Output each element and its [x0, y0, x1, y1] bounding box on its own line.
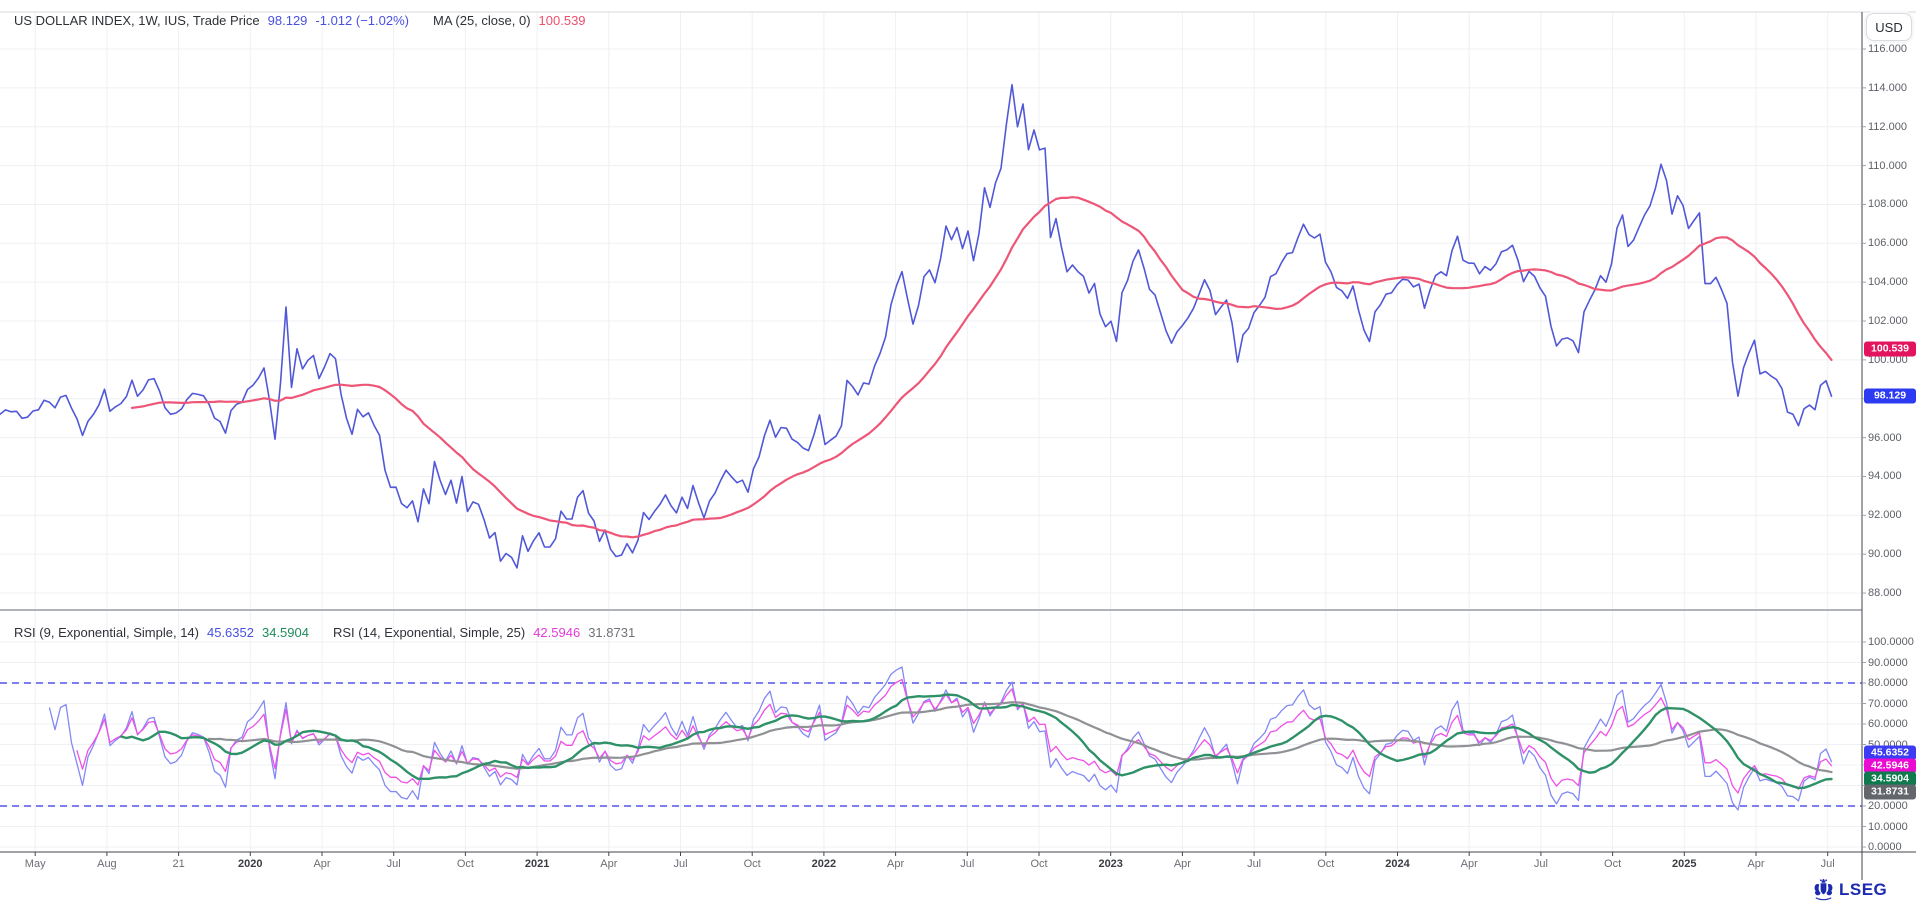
rsi-axis-label: 90.0000 [1868, 656, 1908, 669]
time-axis-label: Jul [960, 858, 975, 870]
rsi9-line [48, 666, 1833, 811]
time-axis-year-label: 2022 [811, 858, 837, 870]
price-axis-label: 92.000 [1868, 509, 1902, 522]
last-price-badge: 98.129 [1864, 388, 1916, 404]
price-axis-label: 114.000 [1868, 81, 1907, 94]
time-axis-label: Oct [1604, 858, 1622, 870]
price-change-value: -1.012 (−1.02%) [315, 13, 409, 28]
price-axis-label: 112.000 [1868, 120, 1907, 133]
time-axis-year-label: 2021 [524, 858, 550, 870]
rsi-axis-label: 70.0000 [1868, 697, 1908, 710]
time-axis-label: Oct [743, 858, 761, 870]
price-axis-label: 102.000 [1868, 315, 1908, 328]
currency-button[interactable]: USD [1866, 13, 1912, 41]
rsi-slow-value: 42.5946 [533, 625, 581, 640]
rsi14-line [76, 678, 1833, 794]
time-axis-label: Jul [1820, 858, 1835, 870]
rsi-axis-label: 100.0000 [1868, 636, 1914, 648]
rsi-fast-badge: 45.6352 [1864, 745, 1916, 761]
symbol-title: US DOLLAR INDEX, 1W, IUS, Trade Price [14, 13, 260, 28]
rsi-axis-label: 10.0000 [1868, 820, 1908, 833]
time-axis-label: Apr [600, 858, 618, 870]
time-axis-label: Apr [313, 858, 331, 870]
time-axis-label: Apr [1747, 858, 1765, 870]
time-axis-label: Oct [456, 858, 474, 870]
lseg-crest-icon [1814, 878, 1833, 901]
price-axis-label: 106.000 [1868, 237, 1908, 250]
price-axis-label: 108.000 [1868, 198, 1908, 211]
rsi14-signal-line [207, 701, 1833, 774]
price-axis-label: 90.000 [1868, 548, 1902, 561]
time-axis-label: Oct [1317, 858, 1335, 870]
last-price-value: 98.129 [267, 13, 308, 28]
ma-legend-value: 100.539 [538, 13, 586, 28]
time-axis-label: Jul [386, 858, 401, 870]
rsi9-signal-line [119, 693, 1833, 790]
price-axis-label: 96.000 [1868, 431, 1902, 444]
rsi-axis-label: 80.0000 [1868, 677, 1908, 689]
ma-legend-label: MA (25, close, 0) [433, 13, 531, 28]
rsi-axis-label: 60.0000 [1868, 718, 1908, 730]
time-axis-label: Oct [1030, 858, 1048, 870]
rsi-fast-value: 45.6352 [206, 625, 254, 640]
trade-price-line [0, 83, 1833, 569]
time-axis-label: Jul [1533, 858, 1548, 870]
rsi-fast-label: RSI (9, Exponential, Simple, 14) [14, 625, 199, 640]
price-legend[interactable]: US DOLLAR INDEX, 1W, IUS, Trade Price 98… [14, 13, 586, 28]
rsi-fast-signal-badge: 34.5904 [1864, 771, 1916, 787]
price-axis-label: 116.000 [1868, 43, 1907, 55]
time-axis-label: Aug [97, 858, 117, 870]
rsi-legend[interactable]: RSI (9, Exponential, Simple, 14) 45.6352… [14, 625, 635, 640]
time-axis-year-label: 2025 [1672, 858, 1697, 870]
price-axis-label: 94.000 [1868, 470, 1902, 483]
price-axis-label: 88.000 [1868, 587, 1902, 600]
time-axis-year-label: 2020 [238, 858, 263, 870]
price-axis-label: 104.000 [1868, 276, 1908, 289]
time-axis-label: 21 [172, 858, 185, 870]
lseg-logo: LSEG [1812, 878, 1887, 902]
time-axis-year-label: 2023 [1098, 858, 1123, 870]
rsi-slow-label: RSI (14, Exponential, Simple, 25) [332, 625, 526, 640]
rsi-axis-label: 20.0000 [1868, 800, 1908, 812]
ma-price-badge: 100.539 [1864, 341, 1916, 357]
rsi-slow-signal-value: 31.8731 [588, 625, 636, 640]
time-axis-label: Apr [1460, 858, 1478, 870]
time-axis-label: Apr [1173, 858, 1191, 870]
time-axis-label: Jul [1247, 858, 1262, 870]
price-axis-label: 110.000 [1868, 159, 1907, 172]
rsi-fast-signal-value: 34.5904 [261, 625, 309, 640]
time-axis-label: May [24, 858, 46, 870]
time-axis-label: Jul [673, 858, 688, 870]
time-axis-year-label: 2024 [1385, 858, 1410, 870]
rsi-slow-signal-badge: 31.8731 [1864, 784, 1916, 800]
time-axis-label: Apr [887, 858, 905, 870]
rsi-axis-label: 0.0000 [1868, 841, 1902, 853]
ma25-line [130, 196, 1833, 539]
lseg-logo-text: LSEG [1839, 880, 1888, 899]
rsi-slow-badge: 42.5946 [1864, 758, 1916, 774]
